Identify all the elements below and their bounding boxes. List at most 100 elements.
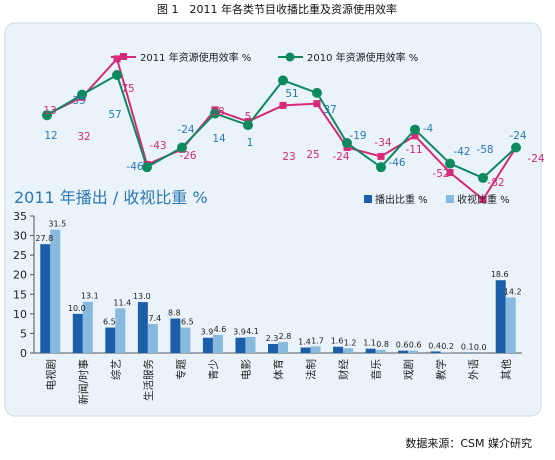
label-2011-value: -82 — [487, 177, 504, 189]
bar-broadcast-label: 3.9 — [201, 328, 214, 337]
label-2010-value: 57 — [108, 109, 121, 121]
legend-broadcast-swatch — [364, 195, 372, 203]
label-2011-value: 75 — [121, 83, 134, 95]
x-category-label-group: 青少 — [207, 359, 220, 380]
bar-broadcast-label: 0.6 — [396, 341, 409, 350]
bar-viewing — [376, 350, 386, 353]
label-2010-value: -24 — [177, 124, 194, 136]
label-2010-value: 1 — [247, 137, 254, 149]
bar-broadcast-label: 6.5 — [103, 318, 116, 327]
point-2010 — [312, 88, 322, 98]
x-category-label: 财经 — [337, 359, 350, 380]
label-2010-value: 37 — [323, 104, 336, 116]
bar-viewing-label: 1.7 — [311, 336, 324, 345]
y-tick-label: 5 — [20, 327, 27, 340]
bar-broadcast-label: 2.3 — [266, 334, 279, 343]
legend-broadcast-label: 播出比重 % — [375, 193, 428, 206]
bar-viewing — [506, 297, 516, 353]
legend-2011-marker — [120, 53, 127, 60]
label-2011-value: -34 — [374, 137, 391, 149]
bar-viewing-label: 0.6 — [409, 341, 422, 350]
y-tick-label: 15 — [13, 288, 27, 301]
label-2011-value: -26 — [179, 150, 196, 162]
label-2010-value: -4 — [423, 123, 434, 135]
bar-viewing-label: 0.0 — [474, 343, 487, 352]
y-tick-label: 25 — [13, 249, 27, 262]
label-2010-value: 12 — [44, 130, 57, 142]
bar-viewing — [441, 352, 451, 353]
x-category-label-group: 法制 — [305, 359, 318, 380]
x-category-label: 专题 — [174, 359, 187, 380]
data-source-note: 数据来源：CSM 媒介研究 — [405, 436, 532, 450]
bar-viewing-label: 7.4 — [148, 314, 161, 323]
bar-broadcast — [398, 351, 408, 353]
y-tick-label: 30 — [13, 230, 27, 243]
bar-viewing-label: 6.5 — [181, 318, 194, 327]
bar-broadcast — [301, 348, 311, 353]
x-category-label-group: 音乐 — [370, 359, 383, 380]
bar-chart-title: 2011 年播出 / 收视比重 % — [14, 188, 208, 207]
point-2011 — [280, 102, 287, 109]
bar-broadcast-label: 10.0 — [68, 304, 86, 313]
bar-broadcast — [170, 319, 180, 353]
bar-viewing-label: 13.1 — [81, 292, 99, 301]
bar-broadcast-label: 8.8 — [168, 309, 181, 318]
label-2010-value: -24 — [509, 130, 526, 142]
x-category-label: 其他 — [500, 359, 513, 380]
x-category-label-group: 生活服务 — [142, 359, 155, 401]
bar-viewing-label: 1.2 — [344, 338, 357, 347]
bar-viewing-label: 0.2 — [441, 342, 454, 351]
bar-viewing-label: 2.8 — [279, 332, 292, 341]
label-2010-value: 14 — [212, 133, 226, 145]
x-category-label: 音乐 — [370, 359, 383, 380]
bar-viewing — [311, 346, 321, 353]
y-tick-label: 0 — [20, 347, 27, 360]
bar-broadcast-label: 3.9 — [233, 328, 246, 337]
bar-viewing — [408, 351, 418, 353]
bar-viewing — [148, 324, 158, 353]
y-tick-label: 20 — [13, 269, 27, 282]
bar-broadcast-label: 0.1 — [461, 343, 474, 352]
bar-broadcast-label: 18.6 — [491, 270, 509, 279]
bar-broadcast — [73, 314, 83, 353]
legend-2010-label: 2010 年资源使用效率 % — [307, 51, 418, 64]
label-2011-value: -24 — [527, 153, 544, 165]
bar-viewing — [180, 328, 190, 353]
label-2010-value: -46 — [126, 161, 143, 173]
x-category-label-group: 专题 — [174, 359, 187, 380]
bar-viewing-label: 11.4 — [113, 298, 131, 307]
legend-viewing-label: 收视比重 % — [457, 193, 510, 206]
label-2011-value: 13 — [43, 105, 56, 117]
label-2011-value: -52 — [432, 168, 449, 180]
x-category-label: 综艺 — [109, 359, 122, 380]
bar-viewing — [278, 342, 288, 353]
bar-viewing-label: 4.1 — [246, 327, 259, 336]
label-2011-value: -24 — [332, 151, 349, 163]
label-2011-value: 5 — [245, 111, 252, 123]
x-category-label-group: 外语 — [468, 359, 480, 380]
bar-broadcast — [138, 302, 148, 353]
label-2011-value: -11 — [405, 144, 422, 156]
bar-viewing — [213, 335, 223, 353]
bar-broadcast — [105, 328, 115, 353]
point-2011 — [378, 153, 385, 160]
bar-broadcast — [366, 349, 376, 353]
label-2010-value: -42 — [453, 146, 470, 158]
x-category-label-group: 其他 — [500, 359, 513, 380]
label-2010-value: -46 — [388, 157, 405, 169]
bar-broadcast — [333, 347, 343, 353]
x-category-label-group: 教学 — [435, 359, 448, 380]
bar-viewing-label: 0.8 — [376, 340, 389, 349]
x-category-label: 新闻/时事 — [77, 359, 90, 405]
bar-viewing-label: 14.2 — [504, 287, 522, 296]
bar-broadcast-label: 1.1 — [363, 339, 376, 348]
legend-2010-marker — [286, 53, 295, 62]
x-category-label: 戏剧 — [403, 359, 415, 380]
x-category-label: 法制 — [305, 359, 318, 380]
x-category-label: 青少 — [207, 359, 220, 380]
x-category-label-group: 综艺 — [109, 359, 122, 380]
x-category-label-group: 财经 — [337, 359, 350, 380]
label-2010-value: 35 — [72, 95, 85, 107]
